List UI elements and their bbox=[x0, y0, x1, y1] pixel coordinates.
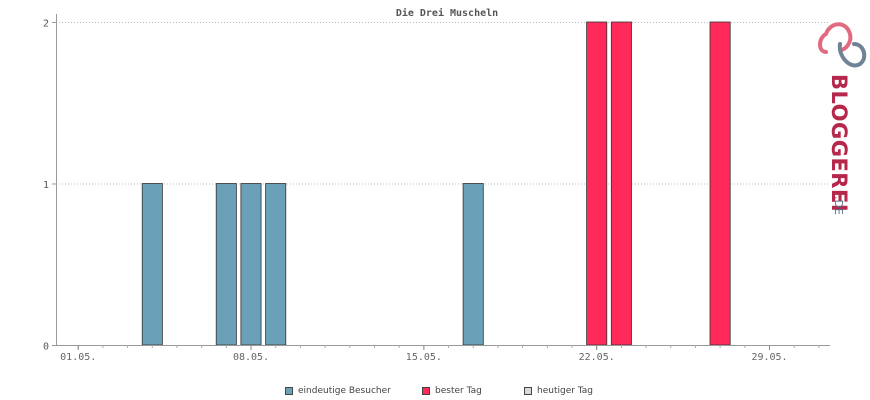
bar-eindeutige-besucher bbox=[240, 183, 262, 346]
legend-item: bester Tag bbox=[422, 385, 482, 397]
axes-layer: 0 1 2 01.05. 08.05. 15.05. 22.05. 29.05. bbox=[43, 14, 830, 363]
x-tick-label: 29.05. bbox=[751, 352, 787, 363]
legend-label: heutiger Tag bbox=[537, 386, 594, 396]
x-tick-label: 22.05. bbox=[579, 352, 615, 363]
legend-swatch bbox=[524, 387, 532, 395]
bar-bester-tag bbox=[586, 21, 608, 346]
legend-item: eindeutige Besucher bbox=[285, 385, 391, 397]
bar-bester-tag bbox=[610, 21, 632, 346]
bar-eindeutige-besucher bbox=[462, 183, 484, 346]
logo-suffix: .DE bbox=[832, 196, 845, 215]
bar-bester-tag bbox=[709, 21, 731, 346]
y-tick-label: 2 bbox=[43, 19, 49, 30]
x-tick-label: 08.05. bbox=[233, 352, 269, 363]
bar-eindeutige-besucher bbox=[265, 183, 287, 346]
y-tick-label: 1 bbox=[43, 180, 49, 191]
bloggerei-logo: BLOGGEREI .DE bbox=[818, 22, 867, 215]
legend-label: bester Tag bbox=[435, 386, 482, 396]
x-tick-label: 15.05. bbox=[406, 352, 442, 363]
logo-wordmark: BLOGGEREI bbox=[827, 74, 851, 212]
chart-title: Die Drei Muscheln bbox=[396, 7, 498, 19]
x-tick-label: 01.05. bbox=[60, 352, 96, 363]
legend-swatch bbox=[285, 387, 293, 395]
logo-icon bbox=[818, 22, 867, 68]
legend: eindeutige Besucher bester Tag heutiger Ta… bbox=[0, 385, 870, 399]
legend-item: heutiger Tag bbox=[524, 385, 593, 397]
bar-eindeutige-besucher bbox=[141, 183, 163, 346]
bar-eindeutige-besucher bbox=[215, 183, 237, 346]
legend-label: eindeutige Besucher bbox=[298, 386, 391, 396]
grid-layer bbox=[56, 22, 830, 185]
y-tick-label: 0 bbox=[43, 342, 49, 353]
legend-swatch bbox=[422, 387, 430, 395]
